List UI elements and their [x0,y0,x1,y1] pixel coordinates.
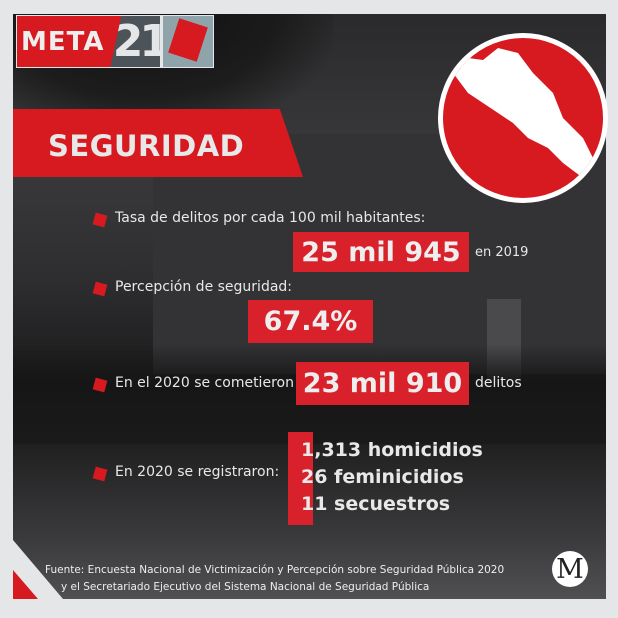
source-note: Fuente: Encuesta Nacional de Victimizaci… [45,562,504,596]
list-item-feminicidios: 26 feminicidios [301,466,464,488]
registered-list: 1,313 homicidios 26 feminicidios 11 secu… [301,437,483,518]
stat-label-crimes: En el 2020 se cometieron [115,375,294,391]
source-line-2: y el Secretariado Ejecutivo del Sistema … [61,581,430,593]
stat-value-perception: 67.4% [248,300,373,343]
logo-text: META [17,16,125,67]
stat-label-registered: En 2020 se registraron: [115,464,280,480]
red-accent-bar [288,432,313,525]
list-item-secuestros: 11 secuestros [301,493,451,515]
section-title: SEGURIDAD [13,109,303,177]
list-item-homicidios: 1,313 homicidios [301,439,483,461]
meta21-logo: META 21 [16,15,214,68]
stat-label-perception: Percepción de seguridad: [115,279,293,295]
stat-suffix-year: en 2019 [475,245,529,260]
logo-square-icon [163,16,213,67]
sinaloa-map-icon [438,33,608,203]
stat-label-crime-rate: Tasa de delitos por cada 100 mil habitan… [115,210,426,226]
source-line-1: Fuente: Encuesta Nacional de Victimizaci… [45,564,505,576]
milenio-logo: M [552,551,588,587]
stat-value-crimes: 23 mil 910 [296,362,469,405]
stat-value-crime-rate: 25 mil 945 [293,232,469,272]
stat-suffix-delitos: delitos [475,375,522,391]
